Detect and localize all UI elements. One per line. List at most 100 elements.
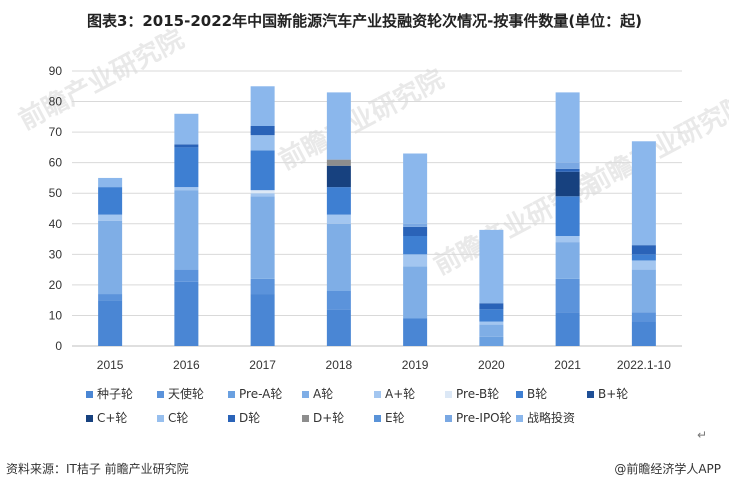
bar-segment — [403, 266, 428, 319]
bar-segment — [479, 324, 504, 337]
bar-segment — [250, 190, 275, 194]
bar-segment — [479, 229, 504, 304]
bar-segment — [326, 309, 351, 346]
bar-segment — [555, 278, 580, 313]
bar-segment — [326, 291, 351, 310]
y-tick-label: 10 — [49, 308, 63, 322]
bar-segment — [555, 171, 580, 197]
legend-swatch — [445, 415, 452, 422]
bar-segment — [555, 242, 580, 279]
bar-segment — [98, 187, 123, 215]
bar-segment — [631, 260, 656, 270]
watermark-text: 前瞻产业研究院 — [14, 23, 189, 136]
bar-segment — [174, 113, 199, 145]
legend-label: C+轮 — [97, 411, 127, 425]
bar-segment — [479, 309, 504, 322]
legend-swatch — [228, 391, 235, 398]
y-tick-label: 80 — [49, 95, 63, 109]
source-note: 资料来源：IT桔子 前瞻产业研究院 — [6, 462, 189, 476]
legend-label: 战略投资 — [527, 410, 575, 425]
bar-segment — [326, 92, 351, 160]
legend-swatch — [516, 415, 523, 422]
legend-label: B轮 — [527, 387, 547, 401]
bar-segment — [403, 153, 428, 224]
x-tick-label: 2018 — [326, 358, 353, 372]
legend-swatch — [374, 391, 381, 398]
return-mark: ↵ — [697, 428, 708, 442]
bar-segment — [555, 92, 580, 163]
bar-segment — [326, 214, 351, 224]
bar-segment — [326, 159, 351, 166]
legend-label: A+轮 — [385, 387, 415, 401]
legend-label: B+轮 — [598, 387, 628, 401]
bar-segment — [98, 177, 123, 188]
legend-swatch — [157, 391, 164, 398]
bar-segment — [250, 86, 275, 126]
bar-segment — [250, 294, 275, 346]
legend-swatch — [228, 415, 235, 422]
bar-segment — [403, 226, 428, 236]
bar-segment — [326, 165, 351, 188]
bar-segment — [174, 281, 199, 346]
y-tick-label: 60 — [49, 156, 63, 170]
legend-swatch — [302, 391, 309, 398]
x-tick-label: 2019 — [402, 358, 429, 372]
legend-label: D+轮 — [313, 411, 344, 425]
y-tick-label: 20 — [49, 278, 63, 292]
x-tick-label: 2022.1-10 — [617, 358, 671, 372]
legend-swatch — [587, 391, 594, 398]
legend-label: C轮 — [168, 411, 188, 425]
bar-segment — [174, 187, 199, 191]
y-tick-label: 90 — [49, 64, 63, 78]
legend-swatch — [302, 415, 309, 422]
x-tick-label: 2021 — [554, 358, 581, 372]
bar-segment — [631, 245, 656, 255]
bar-segment — [250, 126, 275, 136]
bar-segment — [250, 135, 275, 151]
bar-segment — [555, 236, 580, 243]
legend-label: 种子轮 — [97, 387, 133, 401]
y-tick-label: 40 — [49, 217, 63, 231]
chart-title: 图表3：2015-2022年中国新能源汽车产业投融资轮次情况-按事件数量(单位：… — [86, 12, 643, 30]
legend-label: 天使轮 — [168, 386, 204, 401]
legend-swatch — [374, 415, 381, 422]
gridlines — [72, 70, 682, 347]
y-tick-label: 70 — [49, 125, 63, 139]
y-tick-label: 0 — [55, 339, 62, 353]
bar-segment — [174, 269, 199, 282]
bar-segment — [631, 141, 656, 246]
bar-segment — [326, 187, 351, 215]
bar-segment — [555, 162, 580, 169]
bar-segment — [631, 321, 656, 346]
legend-label: Pre-A轮 — [239, 387, 282, 401]
bar-segment — [555, 168, 580, 172]
bar-segment — [98, 300, 123, 346]
y-tick-label: 30 — [49, 247, 63, 261]
x-tick-label: 2016 — [173, 358, 200, 372]
legend-swatch — [86, 415, 93, 422]
bar-segment — [403, 236, 428, 255]
bar-segment — [631, 312, 656, 322]
bar-segment — [403, 254, 428, 267]
bar-segment — [250, 196, 275, 279]
bar-segment — [174, 144, 199, 148]
legend-label: D轮 — [239, 411, 260, 425]
bar-segment — [403, 318, 428, 346]
bar-segment — [479, 336, 504, 346]
bars — [98, 86, 656, 346]
legend: 种子轮 天使轮 Pre-A轮 A轮 A+轮 Pre-B轮 B轮 B+轮 C+轮 C轮 D轮 D+轮 E轮… — [86, 386, 628, 425]
legend-label: Pre-IPO轮 — [456, 411, 512, 425]
bar-segment — [403, 223, 428, 227]
bar-segment — [555, 312, 580, 346]
bar-segment — [631, 269, 656, 313]
legend-swatch — [86, 391, 93, 398]
legend-swatch — [157, 415, 164, 422]
bar-segment — [555, 196, 580, 236]
bar-segment — [98, 214, 123, 221]
legend-label: E轮 — [385, 411, 405, 425]
bar-segment — [174, 190, 199, 270]
x-tick-label: 2020 — [478, 358, 505, 372]
y-tick-label: 50 — [49, 186, 63, 200]
bar-segment — [98, 294, 123, 301]
bar-segment — [174, 147, 199, 188]
